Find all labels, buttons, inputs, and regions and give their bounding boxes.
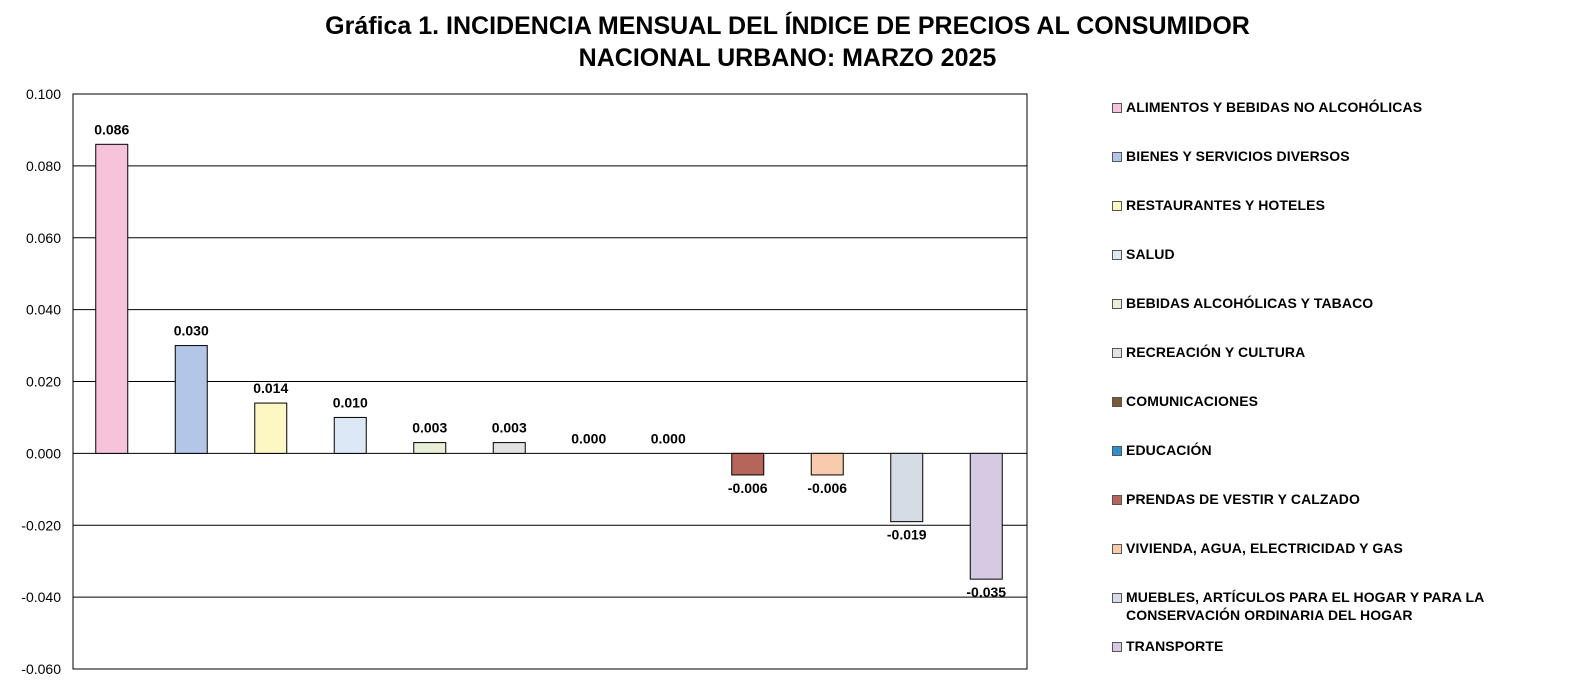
legend-item: ALIMENTOS Y BEBIDAS NO ALCOHÓLICAS bbox=[1112, 98, 1552, 116]
bar bbox=[810, 452, 844, 476]
bar bbox=[969, 452, 1003, 580]
legend-item: RECREACIÓN Y CULTURA bbox=[1112, 343, 1552, 361]
legend-item: RESTAURANTES Y HOTELES bbox=[1112, 196, 1552, 214]
y-tick-label: 0.000 bbox=[26, 445, 61, 461]
data-label: 0.014 bbox=[253, 380, 288, 396]
plot-area-border bbox=[72, 93, 1028, 670]
chart-title-line-1: Gráfica 1. INCIDENCIA MENSUAL DEL ÍNDICE… bbox=[325, 12, 1250, 40]
legend-label: VIVIENDA, AGUA, ELECTRICIDAD Y GAS bbox=[1126, 540, 1403, 556]
y-tick-label: 0.100 bbox=[26, 86, 61, 102]
data-labels: 0.086 0.030 0.014 0.010 0.003 0.003 0.000 0.000… bbox=[94, 121, 1006, 600]
legend-item: TRANSPORTE bbox=[1112, 637, 1552, 655]
legend-swatch bbox=[1112, 446, 1122, 456]
legend-label: BEBIDAS ALCOHÓLICAS Y TABACO bbox=[1126, 295, 1374, 311]
legend-label: RESTAURANTES Y HOTELES bbox=[1126, 197, 1326, 213]
legend-label: RECREACIÓN Y CULTURA bbox=[1126, 344, 1306, 360]
data-label: 0.000 bbox=[651, 430, 686, 446]
legend-swatch bbox=[1112, 299, 1122, 309]
y-tick-label: -0.040 bbox=[21, 589, 61, 605]
y-tick-label: -0.060 bbox=[21, 661, 61, 677]
data-label: -0.006 bbox=[728, 480, 768, 496]
bar bbox=[333, 416, 367, 454]
y-tick-label: 0.080 bbox=[26, 158, 61, 174]
legend-label: MUEBLES, ARTÍCULOS PARA EL HOGAR Y PARA … bbox=[1126, 589, 1484, 623]
bar bbox=[890, 452, 924, 523]
legend-swatch bbox=[1112, 495, 1122, 505]
legend-label: SALUD bbox=[1126, 246, 1175, 262]
data-label: 0.030 bbox=[174, 323, 209, 339]
legend-item: EDUCACIÓN bbox=[1112, 441, 1552, 459]
legend-swatch bbox=[1112, 544, 1122, 554]
y-tick-label: -0.020 bbox=[21, 517, 61, 533]
legend-item: VIVIENDA, AGUA, ELECTRICIDAD Y GAS bbox=[1112, 539, 1552, 557]
legend-swatch bbox=[1112, 642, 1122, 652]
legend-swatch bbox=[1112, 348, 1122, 358]
legend-label: COMUNICACIONES bbox=[1126, 393, 1259, 409]
data-label: 0.003 bbox=[412, 420, 447, 436]
legend-item: MUEBLES, ARTÍCULOS PARA EL HOGAR Y PARA … bbox=[1112, 588, 1552, 624]
legend-label: TRANSPORTE bbox=[1126, 638, 1224, 654]
legend-item: PRENDAS DE VESTIR Y CALZADO bbox=[1112, 490, 1552, 508]
bar bbox=[254, 402, 288, 454]
data-label: -0.019 bbox=[887, 527, 927, 543]
legend-label: PRENDAS DE VESTIR Y CALZADO bbox=[1126, 491, 1360, 507]
data-label: 0.086 bbox=[94, 121, 129, 137]
y-axis-ticks: 0.100 0.080 0.060 0.040 0.020 0.000 -0.020 -0.0… bbox=[21, 86, 61, 677]
legend-item: SALUD bbox=[1112, 245, 1552, 263]
y-tick-label: 0.060 bbox=[26, 230, 61, 246]
bars bbox=[95, 143, 1003, 580]
bar-chart: 0.100 0.080 0.060 0.040 0.020 0.000 -0.020 -0.0… bbox=[21, 86, 1028, 677]
bar bbox=[95, 143, 129, 454]
data-label: 0.010 bbox=[333, 394, 368, 410]
gridlines bbox=[73, 93, 1027, 670]
data-label: -0.035 bbox=[966, 584, 1006, 600]
bar bbox=[174, 345, 208, 454]
data-label: 0.000 bbox=[571, 430, 606, 446]
chart-title: Gráfica 1. INCIDENCIA MENSUAL DEL ÍNDICE… bbox=[0, 10, 1575, 74]
bar bbox=[413, 442, 447, 454]
legend-swatch bbox=[1112, 593, 1122, 603]
legend-swatch bbox=[1112, 152, 1122, 162]
legend-item: COMUNICACIONES bbox=[1112, 392, 1552, 410]
legend-swatch bbox=[1112, 397, 1122, 407]
legend-swatch bbox=[1112, 250, 1122, 260]
y-tick-label: 0.040 bbox=[26, 302, 61, 318]
legend-label: ALIMENTOS Y BEBIDAS NO ALCOHÓLICAS bbox=[1126, 99, 1423, 115]
data-label: 0.003 bbox=[492, 420, 527, 436]
data-label: -0.006 bbox=[807, 480, 847, 496]
bar bbox=[731, 452, 765, 476]
legend-label: BIENES Y SERVICIOS DIVERSOS bbox=[1126, 148, 1350, 164]
y-tick-label: 0.020 bbox=[26, 374, 61, 390]
bar bbox=[492, 442, 526, 454]
legend-label: EDUCACIÓN bbox=[1126, 442, 1212, 458]
legend-item: BIENES Y SERVICIOS DIVERSOS bbox=[1112, 147, 1552, 165]
chart-title-line-2: NACIONAL URBANO: MARZO 2025 bbox=[578, 44, 997, 72]
legend-swatch bbox=[1112, 201, 1122, 211]
legend-item: BEBIDAS ALCOHÓLICAS Y TABACO bbox=[1112, 294, 1552, 312]
legend-swatch bbox=[1112, 103, 1122, 113]
